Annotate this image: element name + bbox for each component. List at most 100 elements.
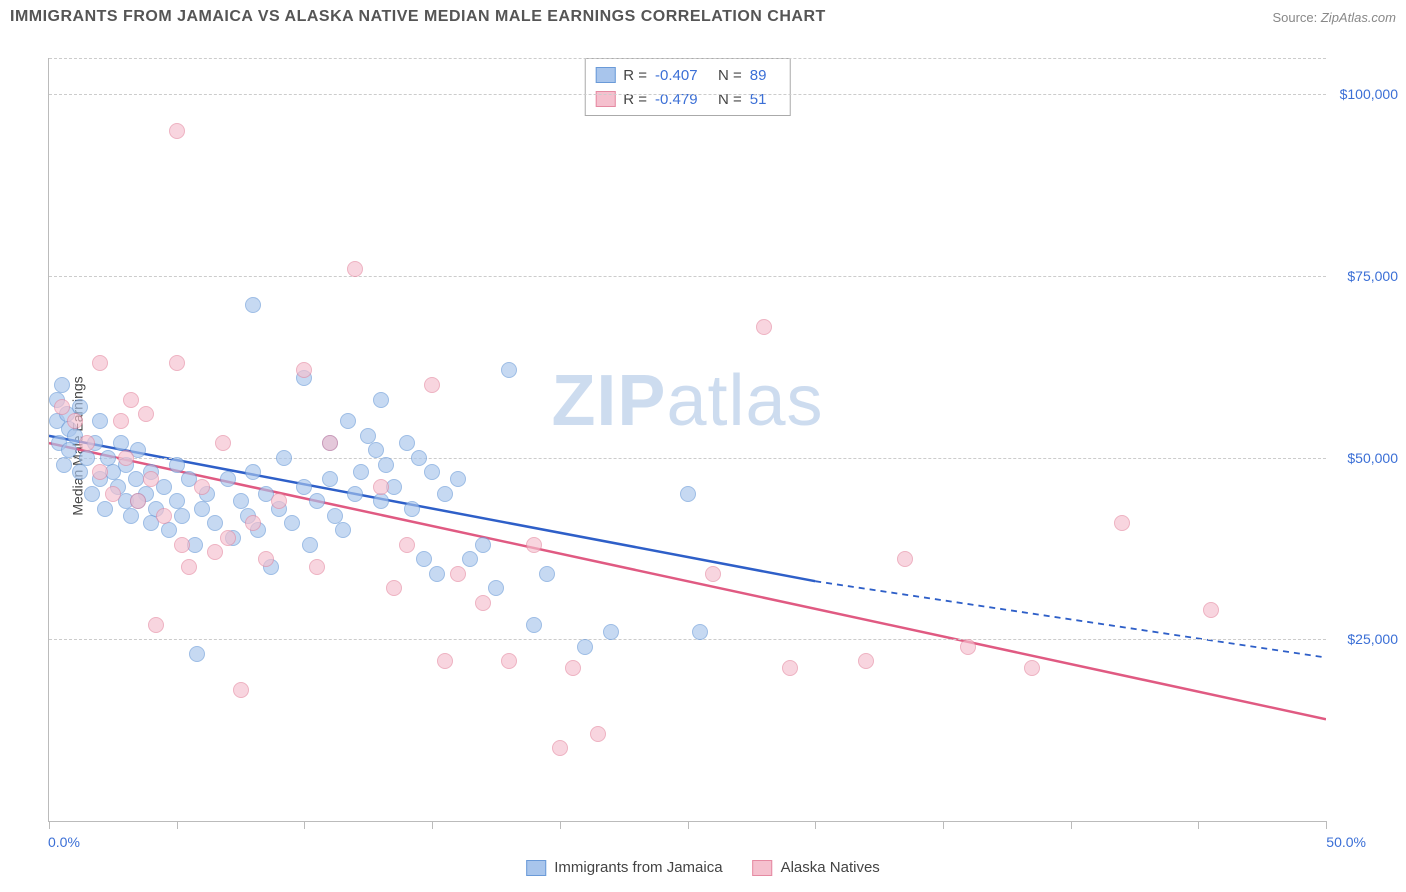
gridline xyxy=(49,458,1326,459)
data-point-jamaica xyxy=(340,413,356,429)
data-point-alaska xyxy=(322,435,338,451)
x-tick xyxy=(943,821,944,829)
data-point-jamaica xyxy=(174,508,190,524)
data-point-jamaica xyxy=(462,551,478,567)
data-point-alaska xyxy=(92,355,108,371)
data-point-jamaica xyxy=(368,442,384,458)
data-point-alaska xyxy=(526,537,542,553)
data-point-jamaica xyxy=(450,471,466,487)
data-point-jamaica xyxy=(128,471,144,487)
data-point-alaska xyxy=(705,566,721,582)
y-tick-label: $75,000 xyxy=(1333,268,1398,284)
data-point-jamaica xyxy=(378,457,394,473)
data-point-jamaica xyxy=(56,457,72,473)
data-point-alaska xyxy=(113,413,129,429)
data-point-jamaica xyxy=(437,486,453,502)
data-point-jamaica xyxy=(373,392,389,408)
trend-lines xyxy=(49,58,1326,821)
data-point-alaska xyxy=(386,580,402,596)
data-point-alaska xyxy=(233,682,249,698)
y-tick-label: $100,000 xyxy=(1333,86,1398,102)
data-point-jamaica xyxy=(475,537,491,553)
data-point-jamaica xyxy=(296,479,312,495)
data-point-jamaica xyxy=(72,464,88,480)
data-point-jamaica xyxy=(353,464,369,480)
n-value: 51 xyxy=(750,91,780,108)
r-value: -0.479 xyxy=(655,91,710,108)
data-point-alaska xyxy=(148,617,164,633)
data-point-alaska xyxy=(424,377,440,393)
gridline xyxy=(49,94,1326,95)
series-legend: Immigrants from Jamaica Alaska Natives xyxy=(526,859,880,876)
data-point-jamaica xyxy=(84,486,100,502)
data-point-alaska xyxy=(897,551,913,567)
watermark-light: atlas xyxy=(666,361,823,441)
data-point-alaska xyxy=(271,493,287,509)
r-value: -0.407 xyxy=(655,67,710,84)
data-point-alaska xyxy=(501,653,517,669)
data-point-alaska xyxy=(215,435,231,451)
data-point-jamaica xyxy=(404,501,420,517)
data-point-alaska xyxy=(54,399,70,415)
data-point-alaska xyxy=(258,551,274,567)
data-point-jamaica xyxy=(411,450,427,466)
x-tick xyxy=(560,821,561,829)
data-point-jamaica xyxy=(245,464,261,480)
data-point-alaska xyxy=(174,537,190,553)
data-point-alaska xyxy=(782,660,798,676)
data-point-alaska xyxy=(156,508,172,524)
data-point-jamaica xyxy=(416,551,432,567)
data-point-jamaica xyxy=(233,493,249,509)
legend-label: Alaska Natives xyxy=(781,859,880,876)
x-tick xyxy=(1198,821,1199,829)
data-point-jamaica xyxy=(79,450,95,466)
data-point-jamaica xyxy=(92,413,108,429)
data-point-alaska xyxy=(373,479,389,495)
data-point-jamaica xyxy=(245,297,261,313)
data-point-jamaica xyxy=(347,486,363,502)
data-point-jamaica xyxy=(309,493,325,509)
data-point-jamaica xyxy=(577,639,593,655)
data-point-alaska xyxy=(399,537,415,553)
x-tick xyxy=(688,821,689,829)
data-point-jamaica xyxy=(97,501,113,517)
data-point-jamaica xyxy=(302,537,318,553)
chart-plot-area: ZIPatlas R =-0.407N =89R =-0.479N =51 $2… xyxy=(48,58,1326,822)
x-tick xyxy=(304,821,305,829)
data-point-alaska xyxy=(347,261,363,277)
data-point-jamaica xyxy=(161,522,177,538)
data-point-jamaica xyxy=(189,646,205,662)
data-point-alaska xyxy=(756,319,772,335)
data-point-jamaica xyxy=(373,493,389,509)
x-axis-end: 50.0% xyxy=(1326,834,1366,850)
data-point-alaska xyxy=(552,740,568,756)
data-point-alaska xyxy=(130,493,146,509)
data-point-alaska xyxy=(169,355,185,371)
data-point-jamaica xyxy=(429,566,445,582)
data-point-alaska xyxy=(105,486,121,502)
data-point-jamaica xyxy=(526,617,542,633)
data-point-jamaica xyxy=(276,450,292,466)
data-point-alaska xyxy=(138,406,154,422)
data-point-jamaica xyxy=(54,377,70,393)
source-name: ZipAtlas.com xyxy=(1321,10,1396,25)
data-point-jamaica xyxy=(399,435,415,451)
x-tick xyxy=(815,821,816,829)
n-label: N = xyxy=(718,91,742,108)
data-point-jamaica xyxy=(603,624,619,640)
data-point-alaska xyxy=(296,362,312,378)
data-point-jamaica xyxy=(335,522,351,538)
gridline xyxy=(49,639,1326,640)
data-point-alaska xyxy=(220,530,236,546)
r-label: R = xyxy=(623,67,647,84)
data-point-alaska xyxy=(565,660,581,676)
r-label: R = xyxy=(623,91,647,108)
data-point-alaska xyxy=(118,450,134,466)
y-tick-label: $25,000 xyxy=(1333,631,1398,647)
correlation-legend: R =-0.407N =89R =-0.479N =51 xyxy=(584,58,791,116)
gridline xyxy=(49,276,1326,277)
data-point-alaska xyxy=(169,123,185,139)
data-point-alaska xyxy=(123,392,139,408)
y-tick-label: $50,000 xyxy=(1333,450,1398,466)
legend-label: Immigrants from Jamaica xyxy=(554,859,722,876)
